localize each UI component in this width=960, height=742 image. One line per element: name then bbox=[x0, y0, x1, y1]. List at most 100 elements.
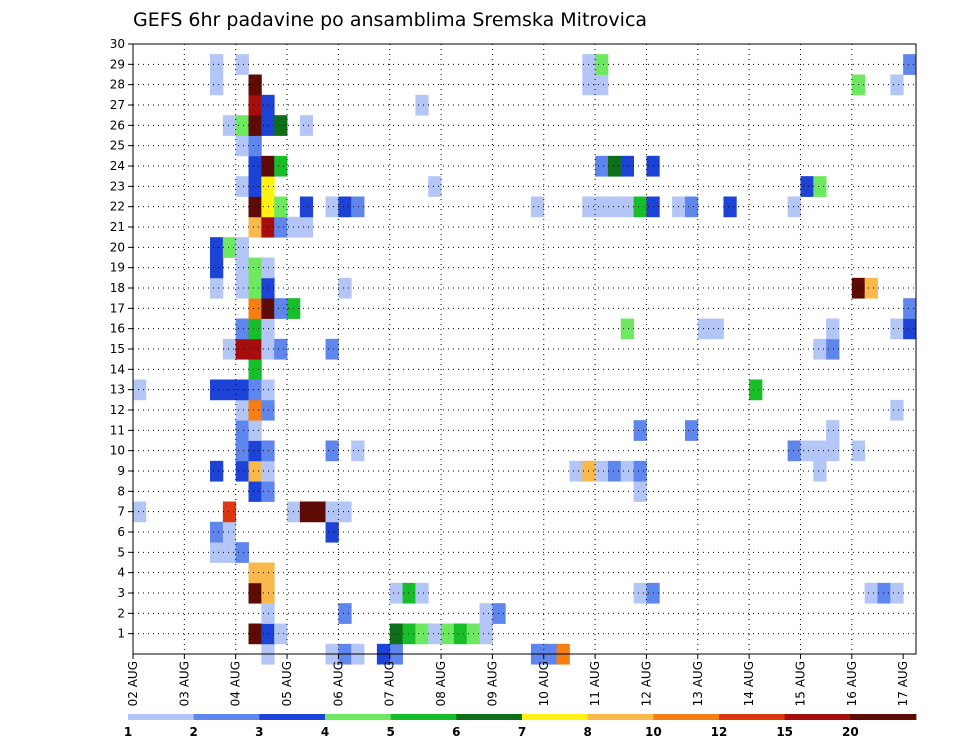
colorbar-swatch bbox=[456, 714, 523, 720]
heatmap-cell bbox=[235, 542, 249, 563]
heatmap-cell bbox=[248, 460, 262, 482]
heatmap-cell bbox=[620, 460, 635, 482]
colorbar-swatch bbox=[325, 714, 392, 720]
heatmap-cell bbox=[813, 176, 827, 197]
heatmap-cell bbox=[890, 318, 904, 340]
grid-lines bbox=[133, 43, 916, 654]
heatmap-cell bbox=[890, 582, 904, 604]
heatmap-cell bbox=[261, 277, 275, 299]
heatmap-cell bbox=[325, 501, 339, 523]
heatmap-cell bbox=[210, 74, 224, 96]
colorbar-label: 20 bbox=[842, 725, 859, 739]
heatmap-cell bbox=[235, 135, 249, 157]
heatmap-cell bbox=[903, 298, 917, 319]
heatmap-cell bbox=[133, 379, 147, 401]
heatmap-cell bbox=[210, 237, 224, 258]
heatmap-cell bbox=[274, 338, 288, 360]
heatmap-cell bbox=[479, 623, 493, 645]
heatmap-cell bbox=[864, 582, 878, 604]
y-tick-label: 26 bbox=[110, 118, 125, 132]
heatmap-cell bbox=[338, 277, 352, 299]
heatmap-cell bbox=[402, 582, 416, 604]
x-tick-label: 06 AUG bbox=[331, 661, 345, 706]
heatmap-cell bbox=[826, 318, 840, 340]
y-tick-label: 7 bbox=[117, 505, 125, 519]
x-tick-label: 17 AUG bbox=[896, 661, 910, 706]
y-tick-label: 1 bbox=[117, 627, 125, 641]
heatmap-cell bbox=[261, 94, 275, 116]
y-tick-label: 5 bbox=[117, 545, 125, 559]
heatmap-cell bbox=[261, 582, 275, 604]
heatmap-cell bbox=[890, 74, 904, 96]
y-tick-label: 29 bbox=[110, 57, 125, 71]
heatmap-cell bbox=[595, 196, 609, 218]
heatmap-cell bbox=[248, 420, 262, 441]
colorbar-swatch bbox=[193, 714, 260, 720]
heatmap-cell bbox=[235, 318, 249, 340]
y-tick-label: 19 bbox=[110, 261, 125, 275]
heatmap-cell bbox=[248, 623, 262, 645]
heatmap-cell bbox=[415, 623, 429, 645]
y-tick-label: 24 bbox=[110, 159, 125, 173]
heatmap-cell bbox=[261, 399, 275, 421]
heatmap-cell bbox=[826, 440, 840, 462]
heatmap-cell bbox=[338, 603, 352, 624]
heatmap-cell bbox=[248, 440, 262, 462]
heatmap-cell bbox=[235, 257, 249, 279]
heatmap-cell bbox=[312, 501, 326, 523]
heatmap-cell bbox=[697, 318, 712, 340]
heatmap-cell bbox=[261, 176, 275, 197]
heatmap-cell bbox=[248, 216, 262, 238]
heatmap-cell bbox=[813, 338, 827, 360]
heatmap-cell bbox=[903, 318, 917, 340]
colorbar-label: 10 bbox=[645, 725, 662, 739]
heatmap-cell bbox=[248, 562, 262, 584]
y-tick-label: 9 bbox=[117, 464, 125, 478]
heatmap-cell bbox=[210, 542, 224, 563]
y-tick-label: 16 bbox=[110, 322, 125, 336]
y-tick-label: 30 bbox=[110, 37, 125, 51]
heatmap-cell bbox=[222, 115, 237, 136]
y-tick-label: 4 bbox=[117, 566, 125, 580]
heatmap-cell bbox=[890, 399, 904, 421]
heatmap-cell bbox=[607, 196, 622, 218]
heatmap-cell bbox=[261, 562, 275, 584]
heatmap-cell bbox=[222, 379, 237, 401]
heatmap-cell bbox=[877, 582, 891, 604]
x-tick-label: 10 AUG bbox=[537, 661, 551, 706]
heatmap-cell bbox=[402, 623, 416, 645]
heatmap-cell bbox=[479, 603, 493, 624]
x-tick-label: 16 AUG bbox=[845, 661, 859, 706]
heatmap-cell bbox=[235, 460, 249, 482]
heatmap-cell bbox=[274, 155, 288, 177]
y-tick-label: 21 bbox=[110, 220, 125, 234]
y-tick-label: 17 bbox=[110, 301, 125, 315]
heatmap-cell bbox=[351, 440, 365, 462]
heatmap-cell bbox=[261, 460, 275, 482]
heatmap-cell bbox=[826, 338, 840, 360]
heatmap-cell bbox=[800, 440, 814, 462]
heatmap-cell bbox=[248, 277, 262, 299]
x-tick-label: 02 AUG bbox=[126, 661, 140, 706]
y-tick-label: 13 bbox=[110, 383, 125, 397]
heatmap-cell bbox=[864, 277, 878, 299]
y-tick-label: 12 bbox=[110, 403, 125, 417]
heatmap-cell bbox=[235, 440, 249, 462]
heatmap-cell bbox=[595, 460, 609, 482]
heatmap-cell bbox=[222, 338, 237, 360]
heatmap-cell bbox=[428, 623, 442, 645]
heatmap-cell bbox=[261, 196, 275, 218]
heatmap-cell bbox=[210, 460, 224, 482]
heatmap-cell bbox=[261, 155, 275, 177]
heatmap-cell bbox=[338, 501, 352, 523]
heatmap-cell bbox=[607, 155, 622, 177]
heatmap-cell bbox=[633, 582, 647, 604]
heatmap-cell bbox=[248, 196, 262, 218]
colorbar-label: 1 bbox=[124, 725, 132, 739]
heatmap-cell bbox=[235, 54, 249, 75]
heatmap-cell bbox=[248, 359, 262, 380]
heatmap-cell bbox=[620, 196, 635, 218]
heatmap-cell bbox=[607, 460, 622, 482]
heatmap-cell bbox=[261, 115, 275, 136]
